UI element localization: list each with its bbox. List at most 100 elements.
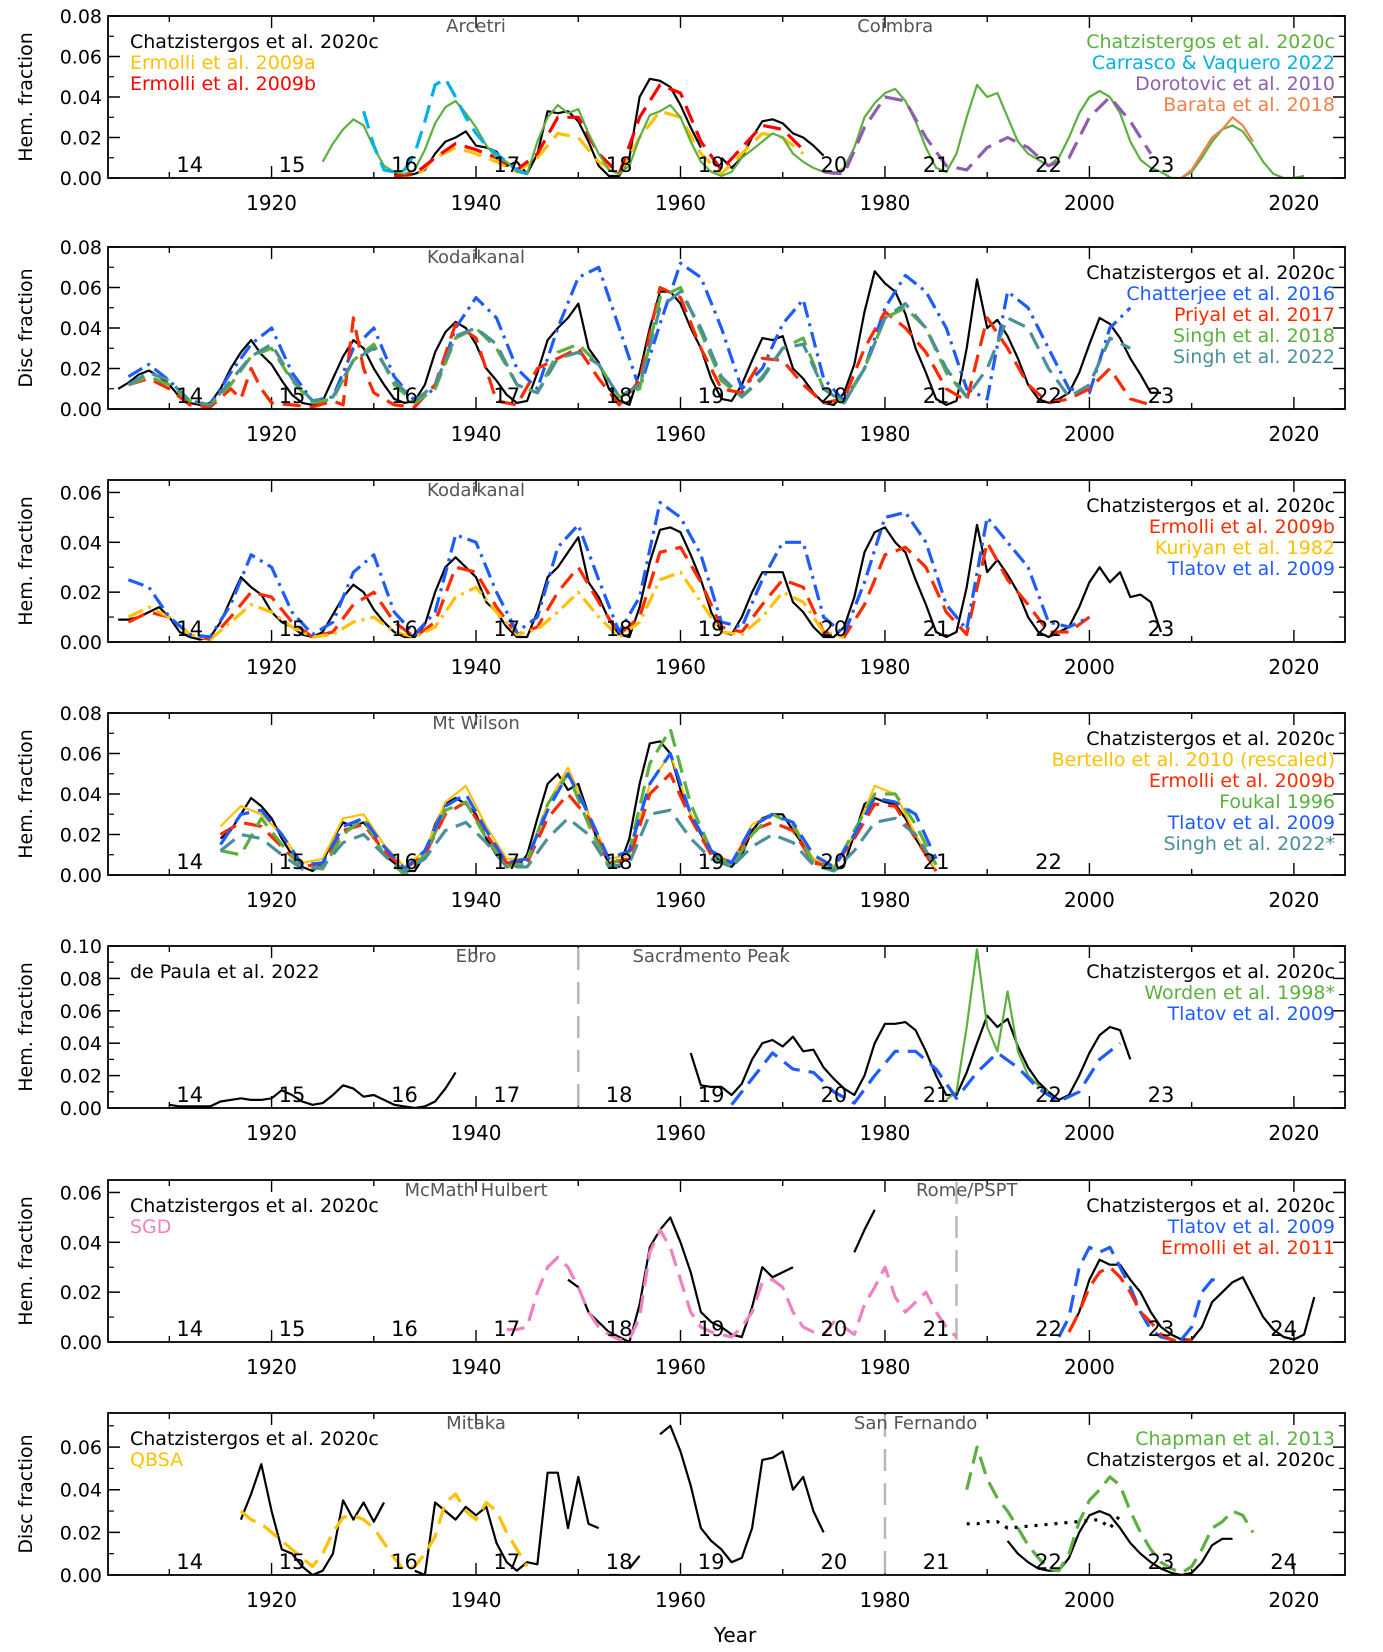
cycle-label: 17 [493,153,520,177]
x-tick-label: 1960 [655,655,706,679]
x-tick-label: 1920 [246,1355,297,1379]
y-tick-label: 0.04 [60,1033,102,1055]
series-line [567,1216,794,1342]
cycle-label: 22 [1035,1550,1062,1574]
cycle-label: 19 [698,617,725,641]
series-line [321,83,1305,178]
x-tick-label: 2020 [1268,1588,1319,1612]
cycle-label: 21 [923,153,950,177]
y-tick-label: 0.04 [60,318,102,340]
legend-entry: Kuriyan et al. 1982 [1155,537,1335,559]
observatory-label: Kodaikanal [427,247,525,268]
cycle-label: 24 [1270,1550,1297,1574]
legend-entry: Singh et al. 2018 [1173,325,1335,347]
y-tick-label: 0.02 [60,825,102,847]
cycle-label: 16 [391,617,418,641]
x-tick-label: 1960 [655,888,706,912]
series-line [127,570,845,642]
cycle-label: 22 [1035,1083,1062,1107]
legend-entry: Ermolli et al. 2009b [1149,516,1335,538]
legend-entry: Chatterjee et al. 2016 [1126,283,1335,305]
y-tick-label: 0.06 [60,278,102,300]
cycle-label: 20 [820,617,847,641]
series-line [127,290,1132,407]
cycle-label: 14 [176,1550,203,1574]
observatory-label: Mt Wilson [432,713,520,734]
cycle-label: 18 [606,384,633,408]
observatory-label: Kodaikanal [427,480,525,501]
y-axis-label: Hem. fraction [15,962,37,1092]
observatory-label: Mitaka [446,1413,506,1434]
cycle-label: 18 [606,1083,633,1107]
cycle-label: 23 [1148,1083,1175,1107]
cycle-label: 17 [493,617,520,641]
legend-entry: QBSA [130,1449,183,1471]
cycle-label: 22 [1035,384,1062,408]
x-tick-label: 1980 [860,1588,911,1612]
x-tick-label: 1920 [246,1121,297,1145]
y-tick-label: 0.02 [60,359,102,381]
series-line [1057,1245,1223,1342]
cycle-label: 16 [391,850,418,874]
x-tick-label: 1920 [246,655,297,679]
cycle-label: 17 [493,1083,520,1107]
cycle-label: 20 [820,1550,847,1574]
cycle-label: 19 [698,384,725,408]
x-tick-label: 1980 [860,1121,911,1145]
cycle-label: 19 [698,1317,725,1341]
legend-entry: Barata et al. 2018 [1163,94,1335,116]
y-tick-label: 0.04 [60,1480,102,1502]
observatory-label: Arcetri [446,16,506,37]
y-tick-label: 0.00 [60,1332,102,1354]
observatory-label: McMath Hulbert [404,1180,547,1201]
cycle-label: 22 [1035,1317,1062,1341]
cycle-label: 14 [176,1083,203,1107]
plot-frame [107,1179,1346,1343]
y-tick-label: 0.04 [60,87,102,109]
legend-entry: Priyal et al. 2017 [1174,304,1335,326]
series-line [127,540,1091,642]
observatory-label: Ebro [456,946,497,967]
x-tick-label: 1920 [246,1588,297,1612]
y-axis-label: Disc fraction [15,268,37,387]
cycle-label: 23 [1148,617,1175,641]
cycle-label: 21 [923,1550,950,1574]
series-line [853,1209,876,1253]
cycle-label: 20 [820,1317,847,1341]
series-line [394,109,805,178]
cycle-label: 23 [1148,384,1175,408]
legend-entry: Ermolli et al. 2009a [130,52,316,74]
y-tick-label: 0.00 [60,1098,102,1120]
observatory-label: Rome/PSPT [916,1180,1019,1201]
series-line [393,77,702,178]
legend-entry: Chatzistergos et al. 2020c [130,31,379,53]
legend-entry: Chatzistergos et al. 2020c [130,1428,379,1450]
y-axis-label: Hem. fraction [15,496,37,626]
series-line [394,83,805,178]
x-tick-label: 1960 [655,422,706,446]
y-tick-label: 0.04 [60,532,102,554]
cycle-label: 16 [391,153,418,177]
series-line [239,1492,529,1573]
cycle-label: 19 [698,1083,725,1107]
x-tick-label: 1980 [860,888,911,912]
series-line [1006,1509,1233,1575]
legend-entry: Tlatov et al. 2009 [1167,1003,1335,1025]
x-tick-label: 1940 [451,888,502,912]
series-line [823,95,1153,176]
cycle-label: 17 [493,850,520,874]
x-tick-label: 2000 [1064,888,1115,912]
x-tick-label: 1920 [246,422,297,446]
cycle-label: 15 [279,1317,306,1341]
series-line [1180,116,1254,178]
legend-entry: Carrasco & Vaquero 2022 [1092,52,1335,74]
cycle-label: 15 [279,1550,306,1574]
cycle-label: 16 [391,1550,418,1574]
y-tick-label: 0.00 [60,168,102,190]
x-axis-label: Year [713,1623,757,1647]
cycle-label: 21 [923,617,950,641]
plot-frame [107,712,1346,876]
